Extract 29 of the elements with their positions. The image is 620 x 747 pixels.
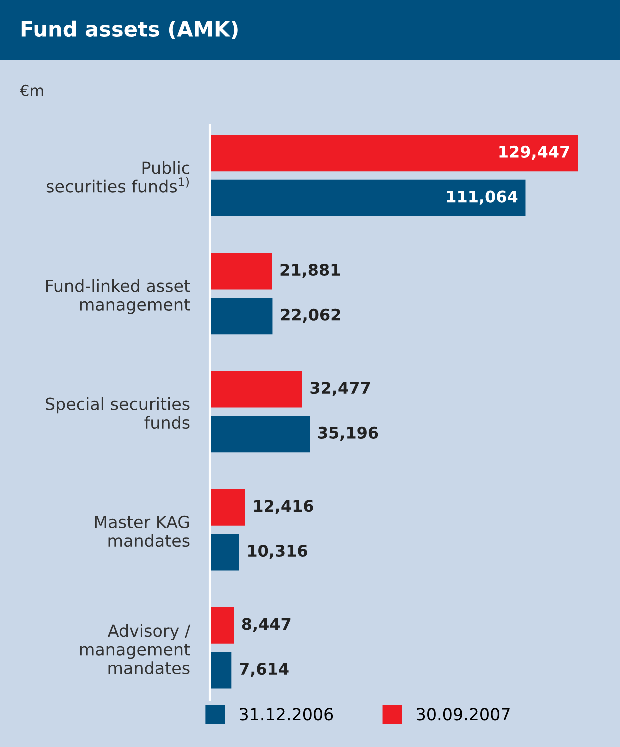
- bar: [210, 607, 234, 644]
- y-tick-label: Public securities funds$^{1)}$: [46, 161, 190, 193]
- data-label: 8,447: [242, 618, 291, 632]
- bar: [210, 253, 272, 290]
- y-tick-label: Fund-linked asset management: [46, 279, 190, 314]
- bar: [210, 652, 232, 689]
- text: €m: [20, 84, 44, 96]
- data-label: 22,062: [281, 308, 340, 323]
- bar: [210, 489, 246, 526]
- data-label: 7,614: [240, 663, 289, 678]
- data-label: 21,881: [280, 264, 340, 278]
- y-tick-label: Master KAG mandates: [95, 516, 190, 548]
- data-label: 32,477: [310, 382, 370, 396]
- bar: [210, 180, 526, 217]
- bar: [210, 298, 273, 335]
- data-label: 10,316: [248, 544, 308, 560]
- data-label: 12,416: [254, 500, 314, 514]
- bar: [210, 135, 578, 172]
- legend-label: 30.09.2007: [417, 708, 510, 721]
- chart-title: Fund assets (AMK): [22, 20, 238, 40]
- data-label: 35,196: [318, 426, 378, 442]
- y-tick-label: Special securities funds: [46, 398, 190, 430]
- bar: [210, 371, 302, 408]
- data-label: 129,447: [500, 146, 570, 160]
- y-tick-label: Advisory / management mandates: [80, 624, 191, 675]
- data-label: 111,064: [447, 190, 518, 205]
- legend-label: 31.12.2006: [240, 708, 334, 721]
- bar: [210, 416, 310, 453]
- bar: [210, 534, 240, 571]
